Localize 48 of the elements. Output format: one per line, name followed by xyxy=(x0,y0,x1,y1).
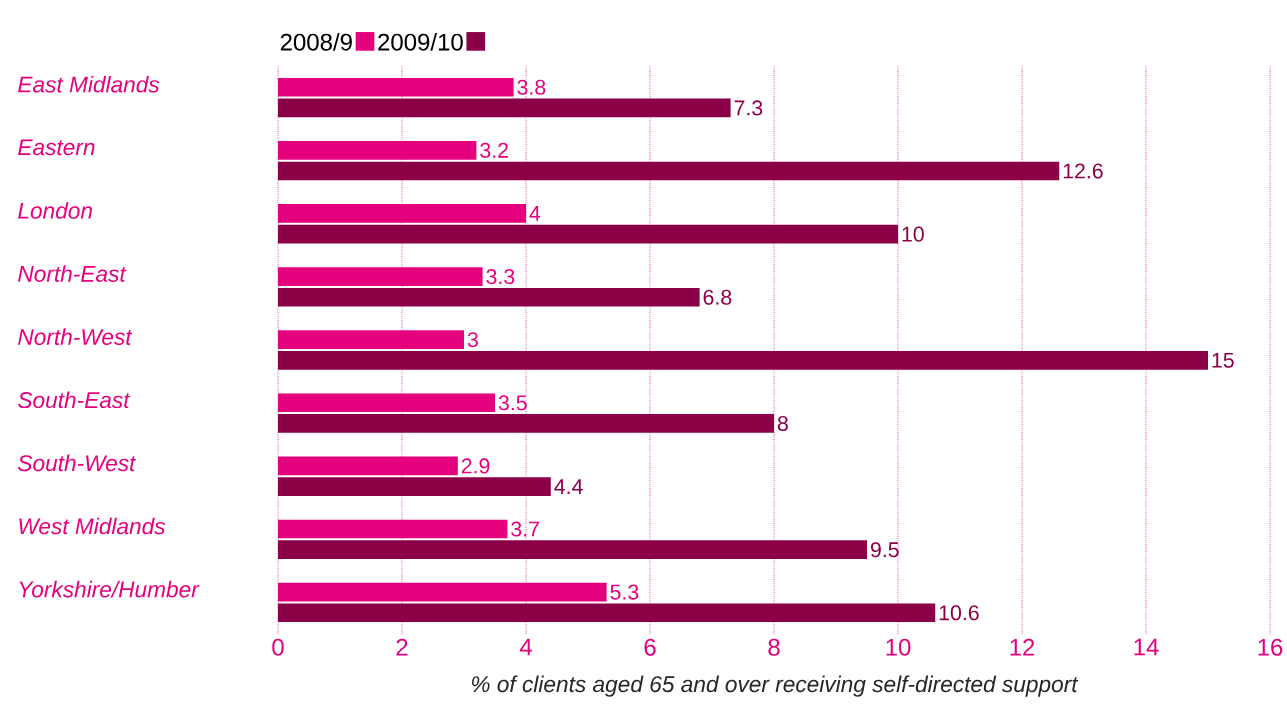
y-tick-label: West Midlands xyxy=(19,517,166,535)
data-label: 12.6 xyxy=(1063,163,1103,179)
data-label: 3.7 xyxy=(511,521,539,537)
x-tick-label: 14 xyxy=(1134,638,1159,656)
bar xyxy=(278,287,700,307)
x-tick-label: 6 xyxy=(644,638,656,656)
bar xyxy=(278,161,1060,181)
x-tick-label: 16 xyxy=(1258,638,1283,656)
data-label: 4 xyxy=(529,206,541,221)
data-label: 3.2 xyxy=(480,142,508,158)
x-axis-title: % of clients aged 65 and over receiving self-directed support xyxy=(471,675,1079,697)
y-tick-label: South-East xyxy=(18,391,131,409)
data-label: 3.8 xyxy=(517,79,546,95)
bar xyxy=(278,540,868,560)
data-label: 3 xyxy=(467,332,478,348)
y-tick-label: Eastern xyxy=(18,139,95,156)
bar xyxy=(278,224,899,244)
bar xyxy=(278,414,775,433)
data-label: 4.4 xyxy=(554,479,583,494)
x-tick-label: 4 xyxy=(519,638,532,656)
data-label: 10 xyxy=(902,226,924,242)
bar xyxy=(278,351,1209,370)
x-tick-label: 0 xyxy=(272,638,284,656)
x-tick-label: 12 xyxy=(1010,638,1035,656)
legend-label: 2009/10 xyxy=(378,33,463,51)
y-tick-label: East Midlands xyxy=(18,75,160,93)
bar xyxy=(278,98,731,118)
data-label: 5.3 xyxy=(610,584,639,600)
data-label: 10.6 xyxy=(939,605,979,621)
data-label: 3.5 xyxy=(498,395,527,411)
legend-label: 2008/9 xyxy=(280,33,352,51)
y-tick-label: Yorkshire/Humber xyxy=(19,580,200,598)
data-label: 9.5 xyxy=(870,542,899,558)
data-label: 7.3 xyxy=(734,100,763,116)
x-tick-label: 8 xyxy=(768,638,780,656)
data-label: 6.8 xyxy=(703,289,732,305)
y-tick-label: South-West xyxy=(18,454,137,472)
bar xyxy=(278,477,551,496)
data-label: 15 xyxy=(1212,352,1234,368)
data-label: 3.3 xyxy=(486,269,515,285)
y-tick-label: London xyxy=(18,202,92,219)
y-tick-label: North-East xyxy=(18,265,127,282)
data-label: 2.9 xyxy=(461,458,490,474)
y-tick-label: North-West xyxy=(18,328,133,346)
x-tick-label: 10 xyxy=(886,638,911,656)
x-tick-label: 2 xyxy=(396,638,408,656)
data-label: 8 xyxy=(777,415,788,432)
bar xyxy=(278,603,936,623)
